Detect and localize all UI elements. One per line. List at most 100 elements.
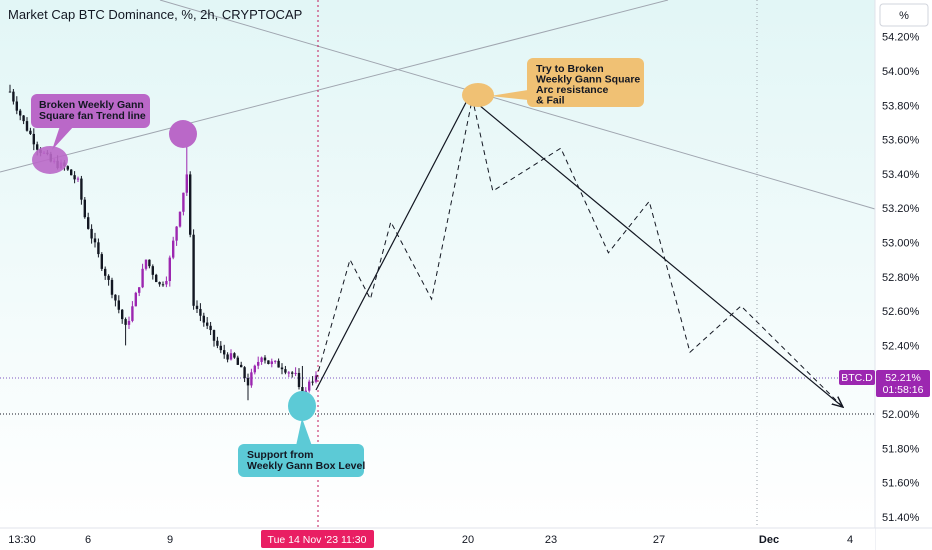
symbol-tag-text: BTC.D xyxy=(841,372,873,384)
last-price-box xyxy=(876,369,930,397)
candle-body xyxy=(182,192,185,212)
candle-body xyxy=(199,308,202,316)
candle-body xyxy=(195,305,199,309)
candle-body xyxy=(144,259,148,269)
candle-body xyxy=(165,281,168,285)
candle-body xyxy=(15,101,18,111)
candle-body xyxy=(148,259,151,267)
gann-fan-line-rising xyxy=(0,0,669,173)
candle-body xyxy=(90,228,93,239)
candle-body xyxy=(189,174,192,235)
y-tick-label: 54.00% xyxy=(882,66,920,78)
candle-body xyxy=(97,242,100,255)
support-marker-circle xyxy=(288,391,316,421)
candle-body xyxy=(311,381,314,383)
candle-body xyxy=(240,364,243,368)
candle-body xyxy=(192,234,195,306)
arc-callout-pointer xyxy=(490,90,528,100)
candle-body xyxy=(76,178,80,180)
candle-body xyxy=(138,287,141,293)
candle-body xyxy=(202,315,205,323)
candle-body xyxy=(32,133,35,145)
candle-body xyxy=(83,199,86,218)
y-tick-label: 54.20% xyxy=(882,32,920,44)
candle-body xyxy=(291,372,294,374)
candle-body xyxy=(110,279,114,295)
support-callout-pointer xyxy=(296,418,312,446)
candle-body xyxy=(270,361,273,365)
y-tick-label: 53.60% xyxy=(882,135,920,147)
candle-body xyxy=(127,320,131,325)
candle-body xyxy=(236,357,239,365)
candle-body xyxy=(260,357,263,362)
fan-callout-pointer xyxy=(52,126,74,150)
y-tick-label: 53.80% xyxy=(882,100,920,112)
fan-callout-text: Square fan Trend line xyxy=(39,110,146,122)
arc-callout-box xyxy=(527,58,644,107)
candle-body xyxy=(219,345,222,351)
y-tick-label: 53.20% xyxy=(882,203,920,215)
candle-body xyxy=(226,354,229,360)
candle-body xyxy=(25,121,29,131)
candle-body xyxy=(274,360,277,362)
candle-body xyxy=(250,372,253,386)
support-callout-text: Support from xyxy=(247,449,314,461)
candle-body xyxy=(178,211,182,227)
y-axis-panel xyxy=(875,0,932,550)
candle-body xyxy=(209,325,212,331)
candle-body xyxy=(267,360,270,365)
candle-body xyxy=(263,357,267,361)
candle-body xyxy=(19,110,22,116)
candle-body xyxy=(12,91,15,102)
x-axis-panel xyxy=(0,528,875,550)
projection-dashed-path xyxy=(315,98,844,408)
fan-callout-text: Broken Weekly Gann xyxy=(39,99,144,111)
arc-callout-text: & Fail xyxy=(536,95,565,107)
y-tick-label: 53.00% xyxy=(882,238,920,250)
candle-body xyxy=(246,378,250,386)
x-tick-label: 23 xyxy=(545,534,557,546)
candle-body xyxy=(253,365,256,373)
candle-body xyxy=(297,372,301,388)
y-tick-label: 52.60% xyxy=(882,306,920,318)
candle-body xyxy=(161,284,165,286)
candle-body xyxy=(294,372,297,374)
x-tick-label: 13:30 xyxy=(8,534,36,546)
candle-body xyxy=(212,330,216,341)
arc-callout-text: Try to Broken xyxy=(536,63,604,75)
candle-body xyxy=(216,340,219,346)
crosshair-date-box xyxy=(261,530,374,548)
fan-marker-circle xyxy=(32,146,68,174)
x-tick-label: 9 xyxy=(167,534,173,546)
candle-body xyxy=(229,353,233,360)
symbol-tag-box xyxy=(839,369,875,385)
candle-body xyxy=(158,282,161,285)
candle-body xyxy=(280,367,284,370)
candle-body xyxy=(22,115,25,122)
gann-arc-line-falling xyxy=(159,0,876,210)
y-axis[interactable]: % 54.20% 54.00% 53.80% 53.60% 53.40% 53.20% 53.… xyxy=(839,0,932,550)
candle-body xyxy=(36,144,39,150)
candle-body xyxy=(29,130,32,134)
candle-body xyxy=(277,360,280,368)
x-tick-label: 4 xyxy=(847,534,853,546)
candle-body xyxy=(168,257,171,282)
candle-body xyxy=(141,268,144,288)
x-tick-label: 6 xyxy=(85,534,91,546)
candle-body xyxy=(104,268,107,276)
candle-body xyxy=(93,238,97,243)
candle-body xyxy=(121,309,124,320)
candle-body xyxy=(233,353,236,358)
candle-body xyxy=(284,369,287,373)
x-axis[interactable]: 13:30 6 9 20 23 27 Dec 4 Tue 14 Nov '23 11:30 xyxy=(0,527,932,550)
candle-body xyxy=(70,169,73,176)
price-countdown: 01:58:16 xyxy=(883,384,924,396)
y-tick-label: 51.40% xyxy=(882,512,920,524)
y-tick-label: 51.60% xyxy=(882,478,920,490)
candle-body xyxy=(223,350,226,355)
arc-callout-text: Weekly Gann Square xyxy=(536,74,640,86)
candle-body xyxy=(257,361,260,366)
candle-body xyxy=(175,226,178,241)
